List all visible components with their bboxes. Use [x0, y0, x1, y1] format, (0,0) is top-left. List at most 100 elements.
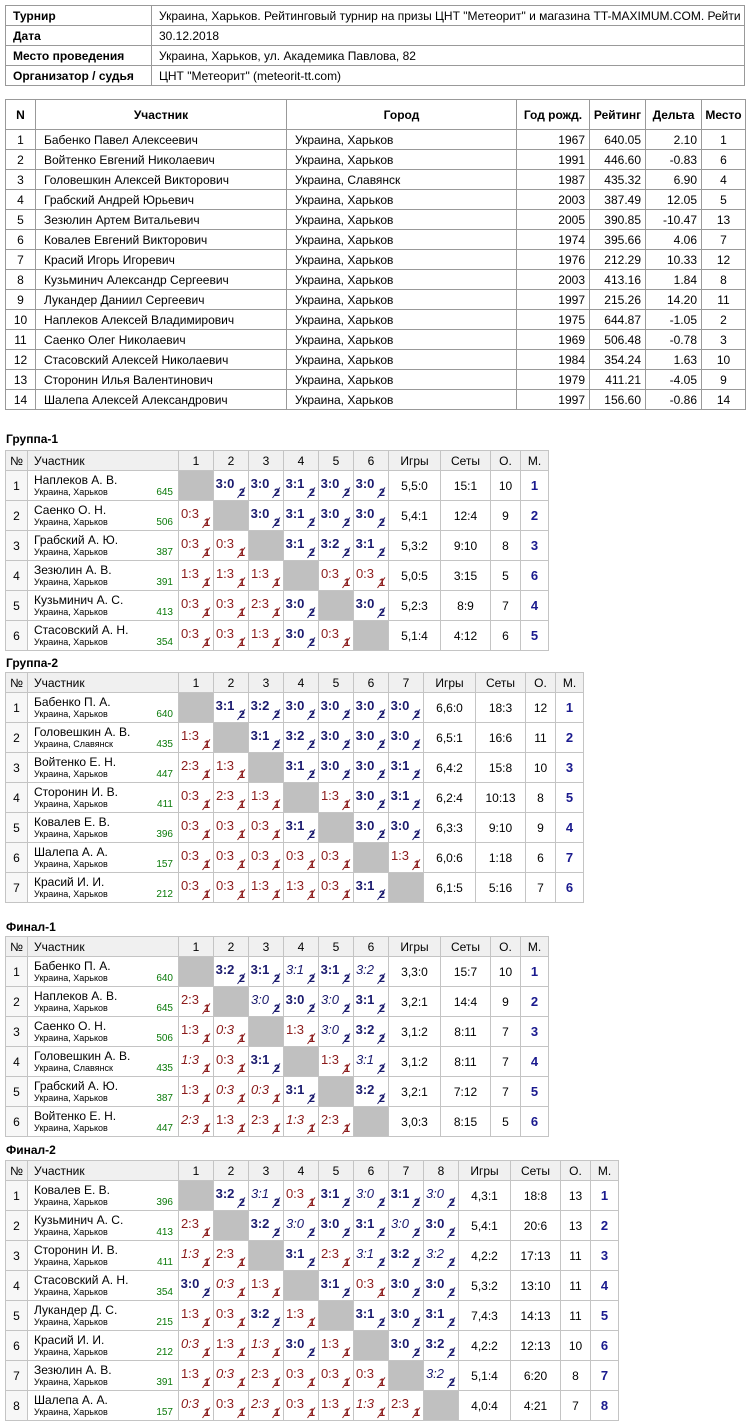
player-name[interactable]: Сторонин И. В.: [34, 785, 118, 799]
player-name[interactable]: Ковалев Е. В.: [34, 1183, 110, 1197]
player-rating: 411: [157, 799, 173, 810]
match-score: 3:0: [390, 1306, 410, 1321]
table-cell: 506.48: [589, 329, 646, 350]
points-cell: 9: [525, 812, 556, 843]
player-rating: 645: [156, 487, 173, 498]
player-name[interactable]: Наплеков А. В.: [34, 473, 118, 487]
match-points: 1: [343, 1347, 350, 1359]
column-header: Место: [701, 99, 746, 130]
player-name[interactable]: Сторонин И. В.: [34, 1243, 118, 1257]
player-cell: Ковалев Е. В. Украина, Харьков 396: [27, 1180, 179, 1211]
match-result: 3:1 2: [353, 1210, 389, 1241]
place-cell: 1: [555, 692, 584, 723]
match-score: 1:3: [355, 1396, 375, 1411]
player-name[interactable]: Войтенко Е. Н.: [34, 755, 117, 769]
row-number: 1: [5, 956, 28, 987]
player-name[interactable]: Красий И. И.: [34, 875, 105, 889]
match-result: 3:1 2: [248, 1180, 284, 1211]
player-name[interactable]: Головешкин А. В.: [34, 1049, 131, 1063]
match-score: 3:0: [215, 476, 235, 491]
player-name[interactable]: Саенко О. Н.: [34, 1019, 107, 1033]
player-name[interactable]: Лукандер Д. С.: [34, 1303, 118, 1317]
match-result: 1:3 1: [213, 1330, 249, 1361]
match-points: 1: [343, 1257, 350, 1269]
match-score: 2:3: [250, 1396, 270, 1411]
player-name[interactable]: Войтенко Е. Н.: [34, 1109, 117, 1123]
sets-cell: 4:21: [510, 1390, 561, 1421]
match-result: 3:0 2: [423, 1270, 459, 1301]
table-cell: 3: [701, 329, 746, 350]
column-header: 4: [283, 936, 319, 957]
player-name[interactable]: Шалепа А. А.: [34, 1393, 108, 1407]
place-cell: 6: [590, 1330, 619, 1361]
player-name[interactable]: Бабенко П. А.: [34, 959, 111, 973]
match-points: 1: [238, 637, 245, 649]
row-number: 3: [5, 1016, 28, 1047]
points-cell: 7: [490, 1076, 521, 1107]
player-cell: Сторонин И. В. Украина, Харьков 411: [27, 1240, 179, 1271]
match-result: 2:3 1: [178, 1106, 214, 1137]
player-name[interactable]: Кузьминич А. С.: [34, 593, 124, 607]
row-number: 2: [5, 986, 28, 1017]
match-score: 1:3: [180, 566, 200, 581]
match-result: 0:3 1: [213, 1016, 249, 1047]
table-cell: Грабский Андрей Юрьевич: [35, 189, 287, 210]
games-cell: 4,3:1: [458, 1180, 511, 1211]
player-name[interactable]: Зезюлин А. В.: [34, 1363, 112, 1377]
player-name[interactable]: Грабский А. Ю.: [34, 1079, 119, 1093]
match-points: 2: [378, 607, 385, 619]
match-result: 0:3 1: [248, 1076, 284, 1107]
row-number: 1: [5, 470, 28, 501]
player-name[interactable]: Шалепа А. А.: [34, 845, 108, 859]
table-cell: Украина, Харьков: [286, 229, 517, 250]
table-cell: 4.06: [645, 229, 702, 250]
row-number: 3: [5, 752, 28, 783]
match-points: 2: [413, 799, 420, 811]
games-cell: 5,5:0: [388, 470, 441, 501]
match-points: 2: [378, 1063, 385, 1075]
match-score: 0:3: [250, 848, 270, 863]
games-cell: 4,0:4: [458, 1390, 511, 1421]
player-name[interactable]: Стасовский А. Н.: [34, 623, 129, 637]
match-score: 0:3: [215, 848, 235, 863]
player-name[interactable]: Саенко О. Н.: [34, 503, 107, 517]
match-points: 2: [308, 1093, 315, 1105]
player-rating: 212: [156, 889, 173, 900]
sets-cell: 14:13: [510, 1300, 561, 1331]
match-points: 1: [308, 859, 315, 871]
match-score: 0:3: [215, 1082, 235, 1097]
match-points: 2: [378, 709, 385, 721]
group-table: № Участник 1 2 3 4 5 6 Игры Сеты О. М. 1 Наплеков А. …: [5, 450, 549, 651]
player-name[interactable]: Грабский А. Ю.: [34, 533, 119, 547]
match-score: 0:3: [215, 818, 235, 833]
player-cell: Стасовский А. Н. Украина, Харьков 354: [27, 1270, 179, 1301]
player-name[interactable]: Головешкин А. В.: [34, 725, 131, 739]
match-score: 1:3: [285, 1112, 305, 1127]
match-score: 0:3: [285, 1396, 305, 1411]
match-score: 3:1: [250, 1052, 270, 1067]
match-points: 2: [273, 709, 280, 721]
match-points: 2: [308, 1257, 315, 1269]
player-name[interactable]: Стасовский А. Н.: [34, 1273, 129, 1287]
player-name[interactable]: Кузьминич А. С.: [34, 1213, 124, 1227]
player-name[interactable]: Наплеков А. В.: [34, 989, 118, 1003]
table-cell: Наплеков Алексей Владимирович: [35, 309, 287, 330]
player-name[interactable]: Зезюлин А. В.: [34, 563, 112, 577]
match-result: 2:3 1: [213, 1240, 249, 1271]
match-score: 2:3: [250, 596, 270, 611]
player-city: Украина, Харьков: [34, 607, 108, 617]
match-points: 1: [238, 1123, 245, 1135]
player-name[interactable]: Бабенко П. А.: [34, 695, 111, 709]
match-points: 1: [273, 607, 280, 619]
match-score: 3:0: [355, 596, 375, 611]
match-points: 1: [238, 859, 245, 871]
match-result: 0:3 1: [213, 1270, 249, 1301]
row-number: 4: [5, 1046, 28, 1077]
match-score: 3:1: [355, 1246, 375, 1261]
match-points: 1: [273, 1093, 280, 1105]
player-name[interactable]: Ковалев Е. В.: [34, 815, 110, 829]
player-name[interactable]: Красий И. И.: [34, 1333, 105, 1347]
column-header: 2: [213, 1160, 249, 1181]
match-score: 3:0: [390, 818, 410, 833]
points-cell: 8: [490, 530, 521, 561]
